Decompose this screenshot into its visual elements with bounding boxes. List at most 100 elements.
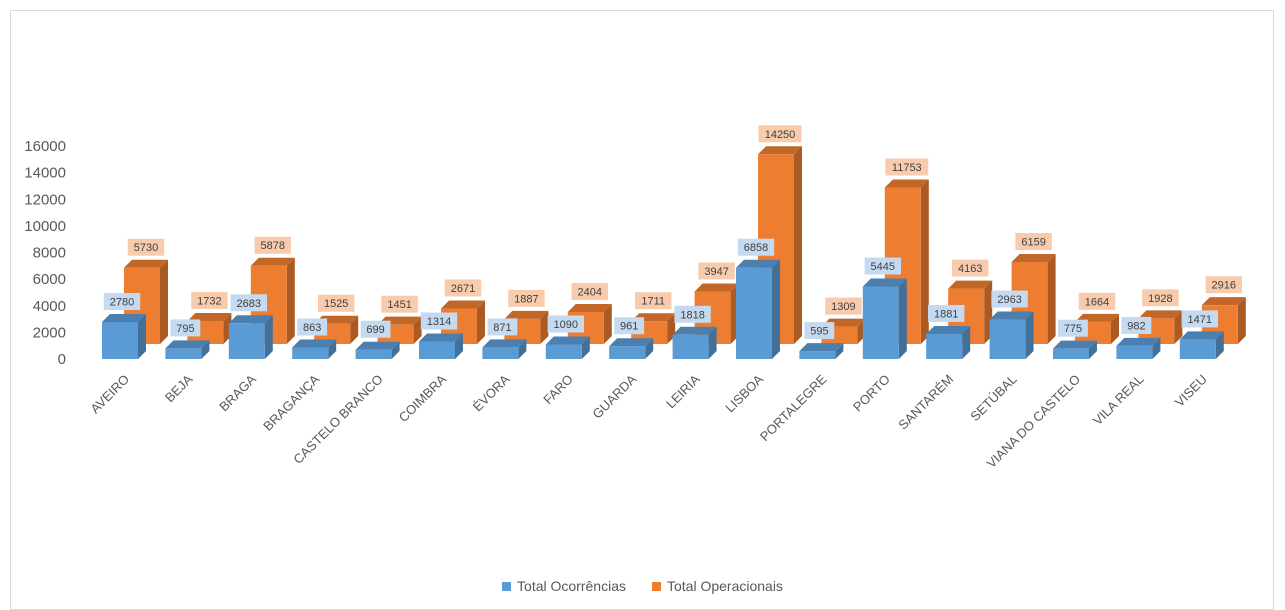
bar-top [862,278,907,287]
y-tick-label: 10000 [24,218,66,235]
bar-ocorrencias [926,325,971,359]
bar-top [1201,297,1246,306]
data-label-operacionais: 3947 [698,262,735,280]
data-label-text: 5878 [261,240,285,252]
data-label-box [1121,316,1152,334]
bar-top [799,343,844,352]
bar-side [1025,311,1034,359]
data-label-ocorrencias: 2780 [103,292,141,310]
legend: Total Ocorrências Total Operacionais [0,578,1285,594]
data-label-ocorrencias: 1090 [547,315,584,333]
data-label-box [547,315,584,333]
data-label-operacionais: 14250 [758,125,802,143]
bar-top [250,257,295,266]
y-tick-label: 8000 [33,245,66,262]
bar-front [736,267,772,359]
bar-top [1053,340,1097,349]
data-label-operacionais: 1525 [318,294,355,312]
data-label-box [571,282,608,300]
data-label-ocorrencias: 775 [1058,319,1088,337]
bar-side [477,300,485,344]
bar-front [799,351,836,359]
bar-top [228,315,273,324]
bar-front [165,348,202,359]
bar-side [581,336,590,359]
bar-top [482,339,527,348]
bar-side [391,341,400,359]
data-label-operacionais: 4163 [952,259,989,277]
bar-front [545,344,582,359]
data-label-box [635,292,672,310]
x-tick-label: BRAGA [216,371,259,414]
bar-side [1215,331,1224,359]
data-label-box [381,295,418,313]
data-label-box [952,259,989,277]
data-label-ocorrencias: 595 [804,322,835,340]
bar-top [419,333,463,342]
bar-front [355,349,392,359]
data-label-box [444,279,482,297]
data-label-text: 6159 [1021,237,1045,249]
bar-side [794,146,802,344]
bar-side [1152,337,1161,359]
bar-side [1089,340,1097,359]
data-label-box [928,304,965,322]
bar-front [862,286,899,359]
data-label-ocorrencias: 982 [1121,316,1152,334]
bar-top [1116,337,1161,346]
data-label-ocorrencias: 795 [170,319,201,337]
bar-top [545,336,590,345]
y-axis: 0 2000 4000 6000 8000 10000 12000 14000 16000 [24,138,66,368]
data-label-operacionais: 1451 [381,295,418,313]
bar-side [772,259,780,359]
bar-ocorrencias [102,313,146,359]
y-tick-label: 4000 [33,298,66,315]
data-labels-group: 5730 1732 5878 1525 1451 2671 1887 2404 1711 3947… [103,125,1242,340]
data-label-ocorrencias: 961 [614,317,645,335]
bar-front [1179,339,1216,359]
bar-side [603,303,612,344]
data-label-ocorrencias: 1314 [420,312,458,330]
data-label-operacionais: 1732 [191,291,228,309]
data-label-text: 2916 [1212,280,1236,292]
x-tick-label: BRAGANÇA [260,371,322,433]
x-tick-label: LISBOA [722,371,766,415]
data-label-box [674,305,711,323]
data-label-box [614,317,645,335]
data-label-text: 2683 [237,298,261,310]
data-label-box [1142,289,1179,307]
bar-side [962,325,971,359]
bar-side [264,315,273,359]
legend-label-ocorrencias: Total Ocorrências [517,578,626,594]
bar-top [926,325,971,334]
data-label-box [297,318,328,336]
data-label-box [825,297,862,315]
data-label-text: 14250 [765,129,796,141]
data-label-box [991,290,1028,308]
bar-side [518,339,527,359]
data-label-text: 1664 [1085,296,1109,308]
data-label-text: 1451 [387,299,411,311]
data-label-operacionais: 1928 [1142,289,1179,307]
bar-side [455,333,463,359]
data-label-box [1205,276,1242,294]
data-label-operacionais: 2671 [444,279,482,297]
bar-side [286,257,295,344]
bar-ocorrencias [419,333,463,359]
data-label-text: 1711 [641,296,665,308]
data-label-text: 775 [1064,323,1082,335]
data-label-text: 11753 [892,162,922,174]
data-label-text: 3947 [704,266,728,278]
bar-ocorrencias [1179,331,1224,359]
data-label-box [1015,233,1052,251]
bar-side [160,259,168,344]
data-label-ocorrencias: 863 [297,318,328,336]
bar-top [504,310,549,319]
data-label-box [508,289,545,307]
bar-ocorrencias [228,315,273,359]
bar-ocorrencias [862,278,907,359]
data-label-text: 1928 [1148,293,1172,305]
bar-top [567,303,612,312]
bar-side [328,339,337,359]
data-label-text: 1314 [427,316,451,328]
